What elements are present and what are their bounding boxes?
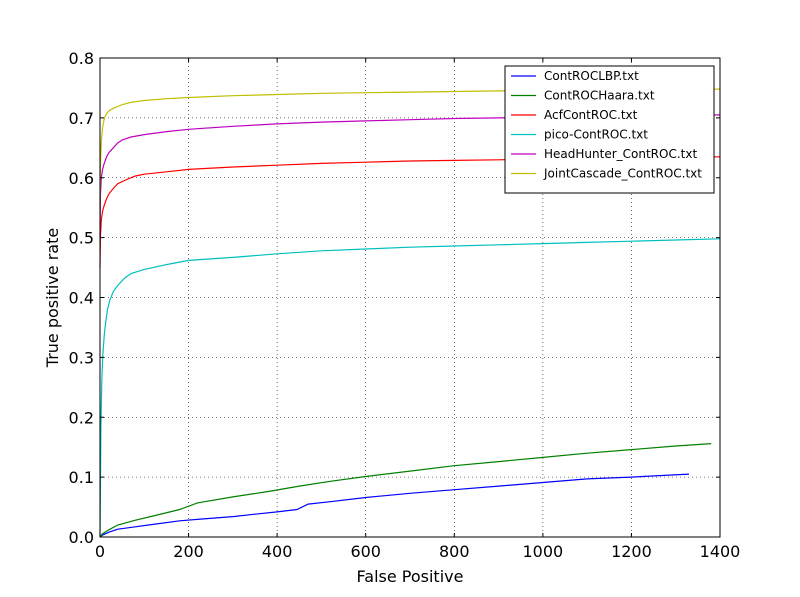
y-tick-label: 0.1: [69, 468, 94, 487]
x-tick-label: 600: [350, 542, 381, 561]
y-tick-label: 0.4: [69, 289, 94, 308]
legend-label: pico-ContROC.txt: [544, 128, 648, 142]
x-tick-label: 1000: [522, 542, 563, 561]
y-tick-label: 0.3: [69, 348, 94, 367]
legend-box: [504, 65, 715, 194]
y-tick-label: 0.7: [69, 109, 94, 128]
y-tick-label: 0.5: [69, 229, 94, 248]
x-axis-label: False Positive: [357, 567, 464, 586]
x-tick-label: 1200: [611, 542, 652, 561]
x-tick-label: 0: [95, 542, 105, 561]
legend-label: JointCascade_ContROC.txt: [543, 167, 702, 181]
legend: ContROCLBP.txt ContROCHaara.txt AcfContROC…: [504, 65, 715, 194]
x-tick-label: 1400: [700, 542, 741, 561]
legend-label: AcfContROC.txt: [544, 108, 638, 122]
legend-label: ContROCHaara.txt: [544, 89, 655, 103]
y-tick-label: 0.0: [69, 528, 94, 547]
y-tick-label: 0.2: [69, 408, 94, 427]
series-line-pico-controc-txt: [99, 238, 721, 538]
x-tick-label: 800: [439, 542, 470, 561]
y-tick-label: 0.8: [69, 49, 94, 68]
legend-label: ContROCLBP.txt: [544, 69, 639, 83]
x-tick-label: 400: [262, 542, 293, 561]
legend-label: HeadHunter_ContROC.txt: [544, 147, 697, 161]
y-axis-label: True positive rate: [43, 228, 62, 368]
series-line-controchaara-txt: [99, 443, 712, 538]
y-tick-label: 0.6: [69, 169, 94, 188]
axis-ticks: 0 200 400 600 800 1000 1200 1400 0.0 0.1 0.2 0.3 0.4…: [69, 49, 741, 561]
x-tick-label: 200: [173, 542, 204, 561]
series-line-controclbp-txt: [99, 473, 690, 538]
